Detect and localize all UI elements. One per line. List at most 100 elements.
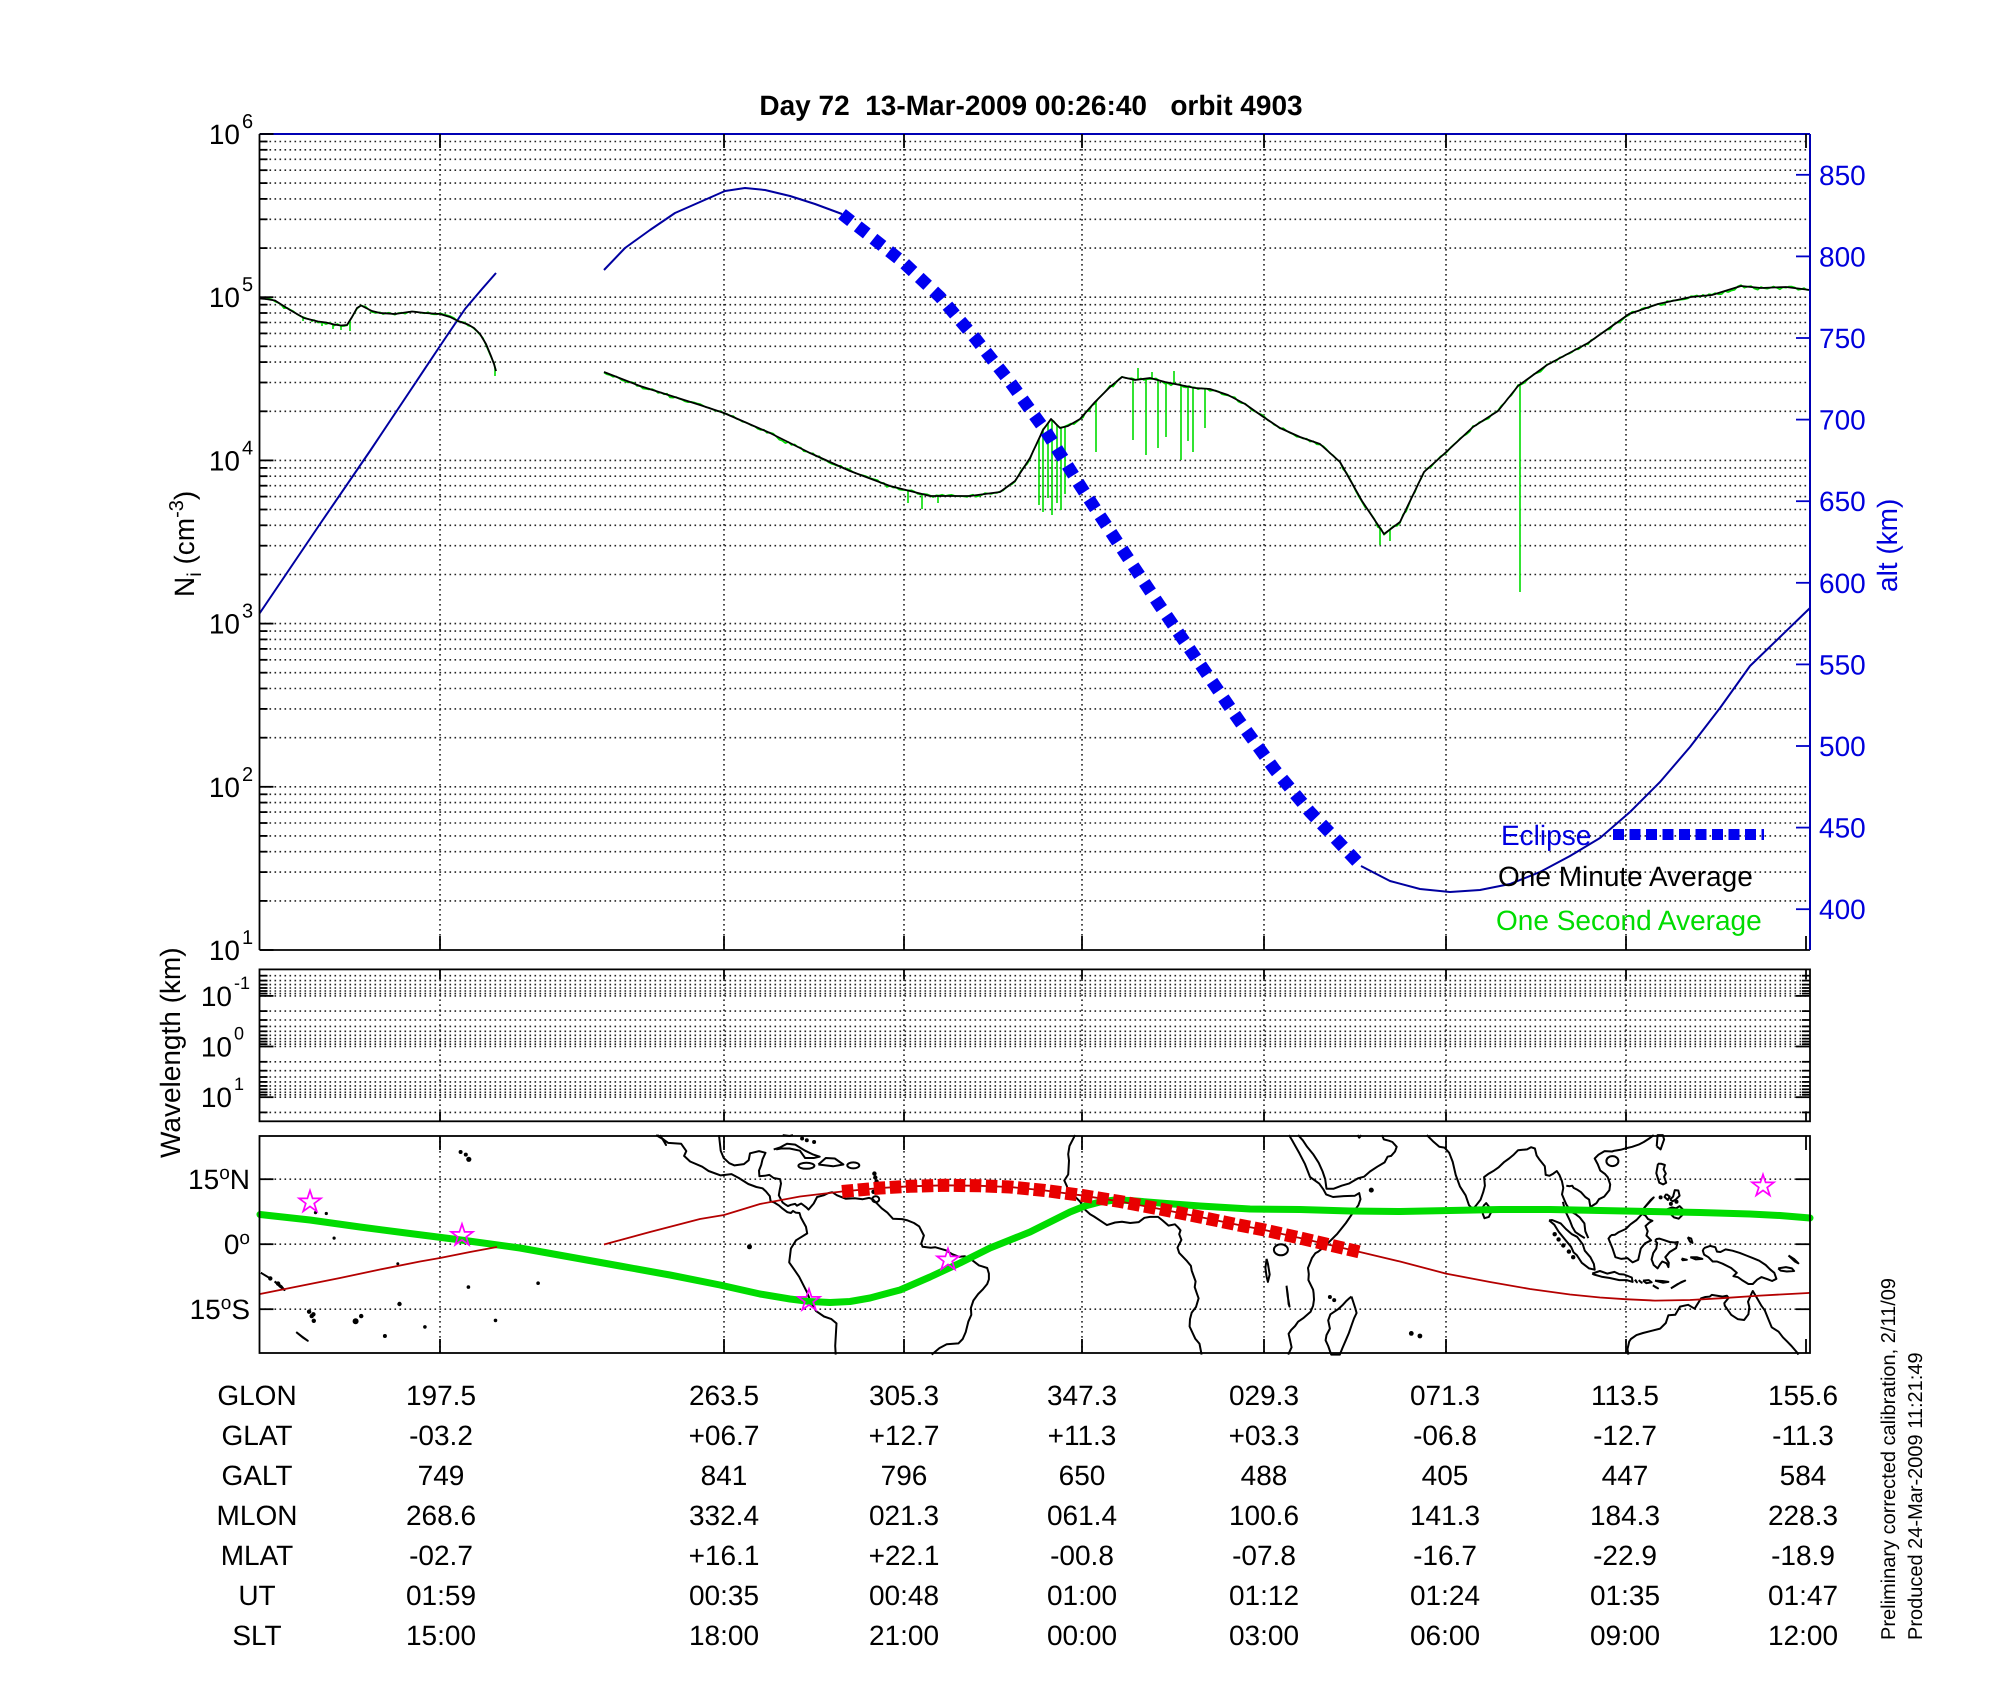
svg-text:SLT: SLT (232, 1620, 281, 1651)
svg-text:One Minute Average: One Minute Average (1498, 861, 1753, 892)
svg-text:UT: UT (238, 1580, 275, 1611)
svg-text:796: 796 (881, 1460, 928, 1491)
svg-text:00:48: 00:48 (869, 1580, 939, 1611)
svg-text:Produced 24-Mar-2009 11:21:49: Produced 24-Mar-2009 11:21:49 (1905, 1352, 1927, 1640)
svg-text:10: 10 (209, 282, 240, 313)
svg-text:Wavelength (km): Wavelength (km) (155, 947, 186, 1158)
svg-text:3: 3 (242, 601, 253, 623)
svg-text:-02.7: -02.7 (409, 1540, 473, 1571)
svg-text:-1: -1 (234, 973, 250, 993)
svg-text:01:24: 01:24 (1410, 1580, 1480, 1611)
svg-text:21:00: 21:00 (869, 1620, 939, 1651)
svg-text:197.5: 197.5 (406, 1380, 476, 1411)
svg-text:650: 650 (1059, 1460, 1106, 1491)
svg-text:-11.3: -11.3 (1772, 1420, 1834, 1451)
svg-text:+03.3: +03.3 (1229, 1420, 1300, 1451)
svg-text:-18.9: -18.9 (1771, 1540, 1835, 1571)
svg-text:15oS: 15oS (190, 1293, 250, 1325)
svg-text:-06.8: -06.8 (1413, 1420, 1477, 1451)
svg-text:450: 450 (1819, 813, 1866, 844)
svg-text:GLAT: GLAT (221, 1420, 292, 1451)
svg-text:12:00: 12:00 (1768, 1620, 1838, 1651)
svg-text:600: 600 (1819, 568, 1866, 599)
svg-text:+16.1: +16.1 (689, 1540, 760, 1571)
svg-text:10: 10 (201, 981, 232, 1012)
svg-text:10: 10 (209, 772, 240, 803)
svg-text:029.3: 029.3 (1229, 1380, 1299, 1411)
svg-text:332.4: 332.4 (689, 1500, 759, 1531)
svg-text:03:00: 03:00 (1229, 1620, 1299, 1651)
svg-text:584: 584 (1780, 1460, 1827, 1491)
svg-text:15:00: 15:00 (406, 1620, 476, 1651)
svg-text:01:12: 01:12 (1229, 1580, 1299, 1611)
svg-text:405: 405 (1422, 1460, 1469, 1491)
svg-text:+11.3: +11.3 (1048, 1420, 1117, 1451)
svg-text:10: 10 (209, 935, 240, 966)
svg-text:021.3: 021.3 (869, 1500, 939, 1531)
svg-text:0: 0 (234, 1024, 244, 1044)
svg-text:-16.7: -16.7 (1413, 1540, 1477, 1571)
svg-text:400: 400 (1819, 894, 1866, 925)
svg-text:MLON: MLON (217, 1500, 298, 1531)
svg-text:Eclipse: Eclipse (1501, 820, 1591, 851)
svg-text:06:00: 06:00 (1410, 1620, 1480, 1651)
svg-text:800: 800 (1819, 241, 1866, 272)
svg-text:10: 10 (201, 1082, 232, 1113)
svg-text:700: 700 (1819, 405, 1866, 436)
svg-text:Preliminary corrected calibrat: Preliminary corrected calibration, 2/11/… (1878, 1278, 1900, 1640)
svg-text:184.3: 184.3 (1590, 1500, 1660, 1531)
svg-text:-07.8: -07.8 (1232, 1540, 1296, 1571)
svg-text:MLAT: MLAT (221, 1540, 294, 1571)
svg-text:841: 841 (701, 1460, 748, 1491)
svg-text:2: 2 (242, 764, 253, 786)
svg-text:488: 488 (1241, 1460, 1288, 1491)
svg-text:550: 550 (1819, 649, 1866, 680)
svg-text:071.3: 071.3 (1410, 1380, 1480, 1411)
svg-text:01:59: 01:59 (406, 1580, 476, 1611)
svg-text:850: 850 (1819, 160, 1866, 191)
svg-text:061.4: 061.4 (1047, 1500, 1117, 1531)
svg-text:6: 6 (242, 111, 253, 133)
svg-text:268.6: 268.6 (406, 1500, 476, 1531)
svg-text:-12.7: -12.7 (1593, 1420, 1657, 1451)
svg-text:09:00: 09:00 (1590, 1620, 1660, 1651)
svg-text:18:00: 18:00 (689, 1620, 759, 1651)
svg-text:1: 1 (242, 927, 253, 949)
svg-text:155.6: 155.6 (1768, 1380, 1838, 1411)
svg-text:10: 10 (209, 445, 240, 476)
svg-text:10: 10 (209, 119, 240, 150)
svg-text:+06.7: +06.7 (689, 1420, 760, 1451)
svg-text:650: 650 (1819, 486, 1866, 517)
svg-text:113.5: 113.5 (1591, 1380, 1659, 1411)
svg-text:-03.2: -03.2 (409, 1420, 473, 1451)
svg-text:1: 1 (234, 1074, 244, 1094)
svg-text:447: 447 (1602, 1460, 1649, 1491)
svg-text:00:00: 00:00 (1047, 1620, 1117, 1651)
svg-text:00:35: 00:35 (689, 1580, 759, 1611)
svg-text:01:00: 01:00 (1047, 1580, 1117, 1611)
svg-text:One Second Average: One Second Average (1496, 905, 1762, 936)
svg-text:-22.9: -22.9 (1593, 1540, 1657, 1571)
svg-text:263.5: 263.5 (689, 1380, 759, 1411)
svg-text:5: 5 (242, 274, 253, 296)
svg-text:GALT: GALT (221, 1460, 292, 1491)
svg-text:15oN: 15oN (188, 1163, 250, 1195)
svg-text:GLON: GLON (217, 1380, 296, 1411)
svg-text:141.3: 141.3 (1410, 1500, 1480, 1531)
svg-text:-00.8: -00.8 (1050, 1540, 1114, 1571)
svg-text:750: 750 (1819, 323, 1866, 354)
svg-text:4: 4 (242, 437, 253, 459)
svg-text:500: 500 (1819, 731, 1866, 762)
svg-text:01:35: 01:35 (1590, 1580, 1660, 1611)
svg-text:01:47: 01:47 (1768, 1580, 1838, 1611)
svg-text:100.6: 100.6 (1229, 1500, 1299, 1531)
svg-text:749: 749 (418, 1460, 465, 1491)
svg-text:+22.1: +22.1 (869, 1540, 940, 1571)
svg-text:10: 10 (209, 609, 240, 640)
svg-text:305.3: 305.3 (869, 1380, 939, 1411)
svg-text:10: 10 (201, 1032, 232, 1063)
svg-text:alt (km): alt (km) (1872, 499, 1903, 592)
svg-text:+12.7: +12.7 (869, 1420, 940, 1451)
svg-text:347.3: 347.3 (1047, 1380, 1117, 1411)
svg-text:228.3: 228.3 (1768, 1500, 1838, 1531)
